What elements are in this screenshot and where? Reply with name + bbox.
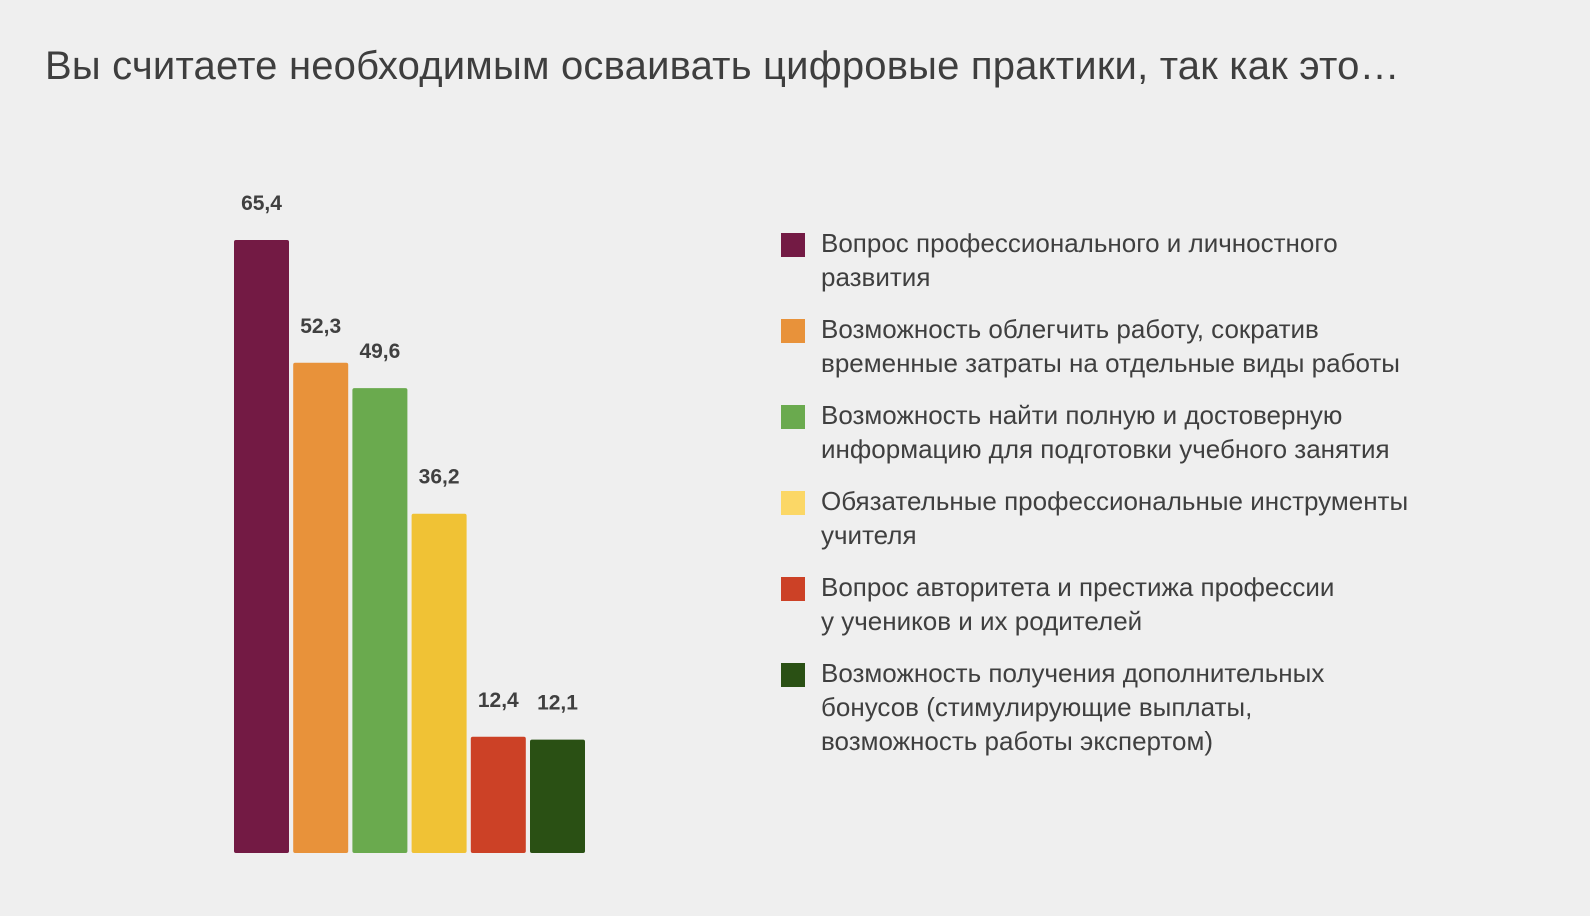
bar: [411, 513, 467, 853]
legend-swatch: [781, 319, 805, 343]
legend-text: Возможность получения дополнительных бон…: [821, 656, 1481, 758]
legend-item: Обязательные профессиональные инструмент…: [781, 484, 1481, 552]
legend-item: Вопрос профессионального и личностного р…: [781, 226, 1481, 294]
legend-item: Вопрос авторитета и престижа профессии у…: [781, 570, 1481, 638]
bar-value-label: 36,2: [419, 466, 460, 489]
bar-value-label: 52,3: [300, 315, 341, 338]
bar: [234, 240, 289, 853]
legend-item: Возможность найти полную и достоверную и…: [781, 398, 1481, 466]
legend-text: Вопрос профессионального и личностного р…: [821, 226, 1481, 294]
bar: [293, 362, 349, 853]
legend-text-line: Вопрос профессионального и личностного: [821, 228, 1338, 258]
bar-chart: 65,4 52,3 49,6 36,2 12,4 12,1: [234, 192, 585, 853]
legend-item: Возможность получения дополнительных бон…: [781, 656, 1481, 758]
legend-text-line: Возможность получения дополнительных: [821, 658, 1325, 688]
legend-swatch: [781, 577, 805, 601]
legend-text: Обязательные профессиональные инструмент…: [821, 484, 1481, 552]
legend-text-line: Вопрос авторитета и престижа профессии: [821, 572, 1335, 602]
legend-text-line: Возможность найти полную и достоверную: [821, 400, 1343, 430]
legend-swatch: [781, 405, 805, 429]
legend-text: Возможность облегчить работу, сократив в…: [821, 312, 1481, 380]
legend-text-line: учителя: [821, 520, 917, 550]
bar-value-label: 12,4: [478, 689, 519, 712]
bar-value-label: 12,1: [537, 692, 578, 715]
legend-text-line: у учеников и их родителей: [821, 606, 1143, 636]
legend-text: Возможность найти полную и достоверную и…: [821, 398, 1481, 466]
legend-swatch: [781, 233, 805, 257]
legend-text-line: развития: [821, 262, 931, 292]
legend-text-line: информацию для подготовки учебного занят…: [821, 434, 1390, 464]
bar: [530, 739, 585, 853]
bar-value-label: 49,6: [359, 340, 400, 363]
legend-text: Вопрос авторитета и престижа профессии у…: [821, 570, 1481, 638]
legend-text-line: Возможность облегчить работу, сократив: [821, 314, 1319, 344]
chart-legend: Вопрос профессионального и личностного р…: [781, 226, 1481, 776]
legend-text-line: возможность работы экспертом): [821, 726, 1214, 756]
legend-swatch: [781, 491, 805, 515]
legend-text-line: Обязательные профессиональные инструмент…: [821, 486, 1409, 516]
legend-text-line: временные затраты на отдельные виды рабо…: [821, 348, 1400, 378]
legend-swatch: [781, 663, 805, 687]
legend-item: Возможность облегчить работу, сократив в…: [781, 312, 1481, 380]
bar: [470, 736, 526, 853]
bar: [352, 388, 408, 853]
legend-text-line: бонусов (стимулирующие выплаты,: [821, 692, 1253, 722]
chart-title: Вы считаете необходимым осваивать цифров…: [45, 44, 1400, 88]
bar-value-label: 65,4: [241, 192, 282, 215]
